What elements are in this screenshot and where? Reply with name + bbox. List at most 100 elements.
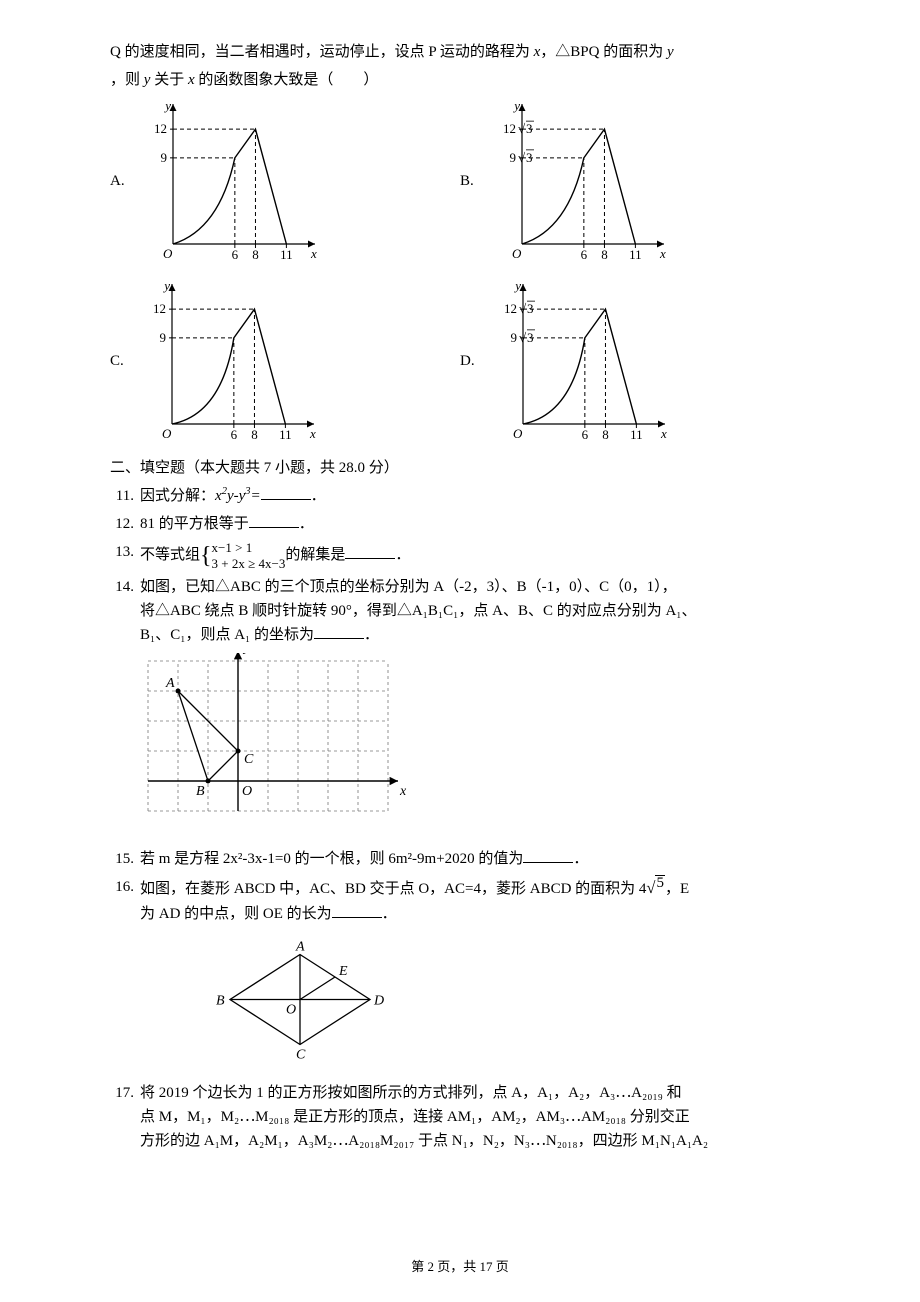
intro-line-2: ，则 y 关于 x 的函数图象大致是（ ） [110,68,810,92]
q16-body: 如图，在菱形 ABCD 中，AC、BD 交于点 O，AC=4，菱形 ABCD 的… [140,875,810,925]
svg-text:B: B [216,993,225,1008]
question-16: 16. 如图，在菱形 ABCD 中，AC、BD 交于点 O，AC=4，菱形 AB… [110,875,810,925]
svg-text:y: y [513,278,521,293]
q16-num: 16. [110,875,140,925]
q16-line2: 为 AD 的中点，则 OE 的长为． [140,902,810,926]
intro-text-2b: 关于 [150,72,188,88]
q16-period: ． [382,906,397,922]
svg-text:√: √ [519,301,527,316]
intro-var-y: y [667,44,674,60]
svg-text:A: A [165,676,175,691]
option-a-label: A. [110,169,125,193]
question-12: 12. 81 的平方根等于． [110,512,810,536]
q11-body: 因式分解：x2y-y3=． [140,484,810,508]
svg-text:y: y [242,653,251,655]
q15-before: 若 m 是方程 2x²-3x-1=0 的一个根，则 6m²-9m+2020 的值… [140,851,523,867]
option-c[interactable]: C. 6811129Oxy [110,276,460,446]
q11-blank[interactable] [261,485,311,500]
svg-text:O: O [162,426,172,441]
intro-text-2c: 的函数图象大致是（ ） [195,72,379,88]
q16-figure: ABCDEO [200,932,810,1075]
q14-line2: 将△ABC 绕点 B 顺时针旋转 90°，得到△A₁B₁C₁，点 A、B、C 的… [140,599,810,623]
svg-text:3: 3 [527,301,534,316]
option-a[interactable]: A. 6811129Oxy [110,96,460,266]
intro-text-1b: ，△BPQ 的面积为 [540,44,667,60]
q14-body: 如图，已知△ABC 的三个顶点的坐标分别为 A（-2，3）、B（-1，0）、C（… [140,575,810,647]
q17-line1: 将 2019 个边长为 1 的正方形按如图所示的方式排列，点 A，A₁，A₂，A… [140,1081,810,1105]
svg-text:O: O [286,1002,296,1017]
q13-blank[interactable] [345,544,395,559]
q12-after: ． [299,516,314,532]
q16-blank[interactable] [332,903,382,918]
svg-text:6: 6 [231,247,238,262]
q12-num: 12. [110,512,140,536]
question-14: 14. 如图，已知△ABC 的三个顶点的坐标分别为 A（-2，3）、B（-1，0… [110,575,810,647]
q11-before: 因式分解： [140,488,215,504]
svg-text:9: 9 [510,330,517,345]
option-b[interactable]: B. 681112√39√3Oxy [460,96,810,266]
q16-line1-before: 如图，在菱形 ABCD 中，AC、BD 交于点 O，AC=4，菱形 ABCD 的… [140,881,646,897]
q13-after-sys: 的解集是 [285,547,345,563]
svg-text:11: 11 [629,247,642,262]
question-15: 15. 若 m 是方程 2x²-3x-1=0 的一个根，则 6m²-9m+202… [110,847,810,871]
q15-body: 若 m 是方程 2x²-3x-1=0 的一个根，则 6m²-9m+2020 的值… [140,847,810,871]
q15-blank[interactable] [523,848,573,863]
svg-text:9: 9 [160,150,167,165]
q17-line2: 点 M，M₁，M₂⋯M₂₀₁₈ 是正方形的顶点，连接 AM₁，AM₂，AM₃⋯A… [140,1105,810,1129]
question-17: 17. 将 2019 个边长为 1 的正方形按如图所示的方式排列，点 A，A₁，… [110,1081,810,1153]
q14-num: 14. [110,575,140,647]
q14-figure: ABCOxy [140,653,810,841]
graph-b: 681112√39√3Oxy [480,96,670,266]
svg-text:x: x [310,246,317,261]
svg-text:√: √ [518,121,526,136]
sqrt-icon: √5 [646,875,665,901]
svg-text:12: 12 [503,121,516,136]
svg-text:x: x [309,426,316,441]
svg-text:x: x [659,246,666,261]
intro-line-1: Q 的速度相同，当二者相遇时，运动停止，设点 P 运动的路程为 x，△BPQ 的… [110,40,810,64]
svg-text:11: 11 [279,427,292,442]
section-title: 二、填空题（本大题共 7 小题，共 28.0 分） [110,456,810,480]
q11-expr: x2y-y3= [215,488,261,504]
svg-text:6: 6 [230,427,237,442]
option-row-1: A. 6811129Oxy B. 681112√39√3Oxy [110,96,810,266]
svg-text:O: O [513,426,523,441]
option-b-label: B. [460,169,474,193]
q16-sqrt-arg: 5 [655,875,665,891]
q14-line3-before: B₁、C₁，则点 A₁ 的坐标为 [140,627,314,643]
option-c-label: C. [110,349,124,373]
graph-d: 681112√39√3Oxy [481,276,671,446]
q14-line3: B₁、C₁，则点 A₁ 的坐标为． [140,623,810,647]
svg-text:9: 9 [509,150,516,165]
q14-line1: 如图，已知△ABC 的三个顶点的坐标分别为 A（-2，3）、B（-1，0）、C（… [140,575,810,599]
svg-text:x: x [660,426,667,441]
intro-var-x2: x [188,72,195,88]
svg-text:y: y [162,278,170,293]
q17-line3: 方形的边 A₁M，A₂M₁，A₃M₂⋯A₂₀₁₈M₂₀₁₇ 于点 N₁，N₂，N… [140,1129,810,1153]
q15-num: 15. [110,847,140,871]
intro-text-1a: Q 的速度相同，当二者相遇时，运动停止，设点 P 运动的路程为 [110,44,534,60]
q12-blank[interactable] [249,513,299,528]
q11-num: 11. [110,484,140,508]
svg-text:y: y [512,98,520,113]
q13-sys-bot: 3 + 2x ≥ 4x−3 [212,556,286,572]
q14-blank[interactable] [314,624,364,639]
svg-text:y: y [163,98,171,113]
graph-a: 6811129Oxy [131,96,321,266]
svg-text:x: x [399,784,407,799]
svg-text:8: 8 [252,247,259,262]
svg-text:12: 12 [153,301,166,316]
q13-num: 13. [110,540,140,571]
q12-body: 81 的平方根等于． [140,512,810,536]
q13-before: 不等式组 [140,547,200,563]
svg-text:11: 11 [280,247,293,262]
option-d[interactable]: D. 681112√39√3Oxy [460,276,810,446]
page-footer: 第 2 页，共 17 页 [0,1257,920,1278]
q17-num: 17. [110,1081,140,1153]
svg-text:O: O [512,246,522,261]
q13-body: 不等式组{x−1 > 13 + 2x ≥ 4x−3的解集是． [140,540,810,571]
q16-line1-after: ，E [665,881,689,897]
grid-figure: ABCOxy [140,653,410,833]
svg-text:12: 12 [154,121,167,136]
option-row-2: C. 6811129Oxy D. 681112√39√3Oxy [110,276,810,446]
